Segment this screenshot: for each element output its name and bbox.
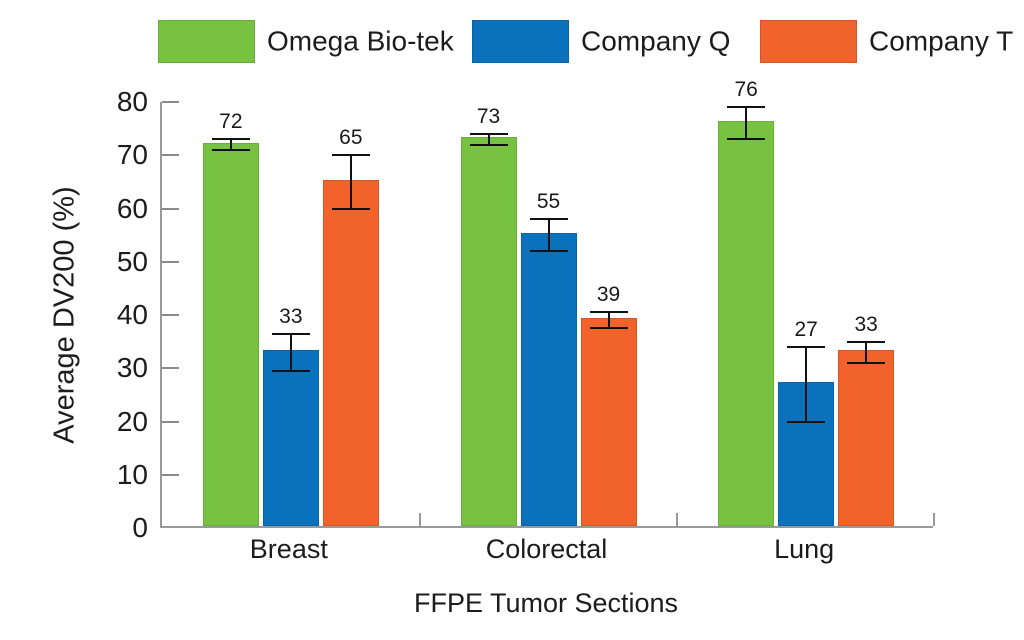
error-bar-line-company-t-lung <box>865 341 868 363</box>
legend-swatch-company-q <box>472 20 569 63</box>
legend-swatch-omega-biotek <box>158 20 255 63</box>
y-tick-label: 80 <box>116 86 148 117</box>
legend-label-omega-biotek: Omega Bio-tek <box>267 24 454 56</box>
y-tick <box>162 260 179 263</box>
bar-value-label-company-q-colorectal: 55 <box>536 190 561 214</box>
y-tick-label: 0 <box>132 512 148 543</box>
category-label-lung: Lung <box>774 534 835 564</box>
plot-area: 72 73 76 33 55 27 65 39 33 <box>160 78 935 528</box>
error-bar-cap-top-company-q-lung <box>787 345 826 348</box>
error-bar-line-omega-bio-tek-breast <box>229 139 232 150</box>
x-tick <box>418 513 421 526</box>
error-bar-line-company-t-breast <box>349 155 352 209</box>
x-tick <box>676 513 679 526</box>
y-tick-label: 40 <box>116 299 148 330</box>
error-bar-cap-bottom-company-q-colorectal <box>529 250 568 253</box>
category-label-colorectal: Colorectal <box>485 534 608 564</box>
y-tick-label: 20 <box>116 405 148 437</box>
error-bar-line-omega-bio-tek-colorectal <box>487 133 490 145</box>
legend-swatch-company-t <box>760 20 857 63</box>
bar-value-label-omega-bio-tek-lung: 76 <box>734 78 758 102</box>
bar-value-label-company-t-breast: 65 <box>339 126 363 150</box>
bar-company-t-breast <box>322 179 379 526</box>
error-bar-line-company-t-colorectal <box>607 312 610 329</box>
y-tick-label: 60 <box>116 192 148 224</box>
category-label-breast: Breast <box>249 534 328 564</box>
bar-value-label-company-t-colorectal: 39 <box>596 283 621 307</box>
error-bar-cap-bottom-omega-bio-tek-colorectal <box>469 143 508 146</box>
y-tick <box>162 207 179 210</box>
y-tick-label: 10 <box>116 458 148 490</box>
error-bar-cap-bottom-company-t-lung <box>847 361 886 364</box>
bar-company-q-colorectal <box>520 233 577 526</box>
error-bar-line-company-q-breast <box>289 333 292 371</box>
bar-value-label-company-q-lung: 27 <box>794 317 818 341</box>
y-tick <box>162 314 179 316</box>
error-bar-line-company-q-lung <box>805 346 808 422</box>
error-bar-cap-bottom-company-t-colorectal <box>589 327 628 330</box>
y-tick-label: 50 <box>116 245 148 277</box>
error-bar-cap-top-company-t-lung <box>847 340 886 343</box>
bar-company-t-lung <box>838 350 895 526</box>
error-bar-cap-bottom-company-q-lung <box>787 420 826 423</box>
error-bar-cap-top-omega-bio-tek-lung <box>727 106 766 109</box>
error-bar-cap-bottom-omega-bio-tek-breast <box>211 148 250 151</box>
bar-omega-bio-tek-breast <box>202 142 259 526</box>
error-bar-cap-top-company-t-colorectal <box>589 311 628 314</box>
bar-value-label-company-q-breast: 33 <box>279 304 303 328</box>
error-bar-line-company-q-colorectal <box>547 219 550 252</box>
y-tick <box>162 154 179 157</box>
error-bar-cap-top-omega-bio-tek-colorectal <box>469 132 508 135</box>
legend-label-company-t: Company T <box>869 24 1014 56</box>
bar-omega-bio-tek-lung <box>718 121 775 526</box>
y-tick <box>162 101 179 103</box>
error-bar-cap-top-omega-bio-tek-breast <box>211 138 250 141</box>
x-axis-title: FFPE Tumor Sections <box>413 588 679 618</box>
error-bar-cap-top-company-q-colorectal <box>529 218 568 221</box>
bar-company-q-breast <box>262 350 319 526</box>
x-tick <box>933 513 935 526</box>
y-tick <box>162 420 179 423</box>
error-bar-cap-bottom-company-t-breast <box>331 207 370 210</box>
error-bar-line-omega-bio-tek-lung <box>745 107 748 140</box>
bar-omega-bio-tek-colorectal <box>460 137 517 526</box>
error-bar-cap-bottom-omega-bio-tek-lung <box>727 138 766 141</box>
y-tick <box>162 473 179 476</box>
bar-company-t-colorectal <box>580 318 637 526</box>
bar-value-label-omega-bio-tek-breast: 72 <box>219 110 243 134</box>
y-tick <box>162 367 179 370</box>
error-bar-cap-bottom-company-q-breast <box>271 369 310 372</box>
bar-value-label-company-t-lung: 33 <box>854 312 878 336</box>
legend-label-company-q: Company Q <box>581 24 731 56</box>
y-tick-label: 30 <box>116 352 148 384</box>
bar-value-label-omega-bio-tek-colorectal: 73 <box>476 104 501 128</box>
y-tick-label: 70 <box>116 139 148 171</box>
error-bar-cap-top-company-t-breast <box>331 154 370 157</box>
error-bar-cap-top-company-q-breast <box>271 332 310 335</box>
